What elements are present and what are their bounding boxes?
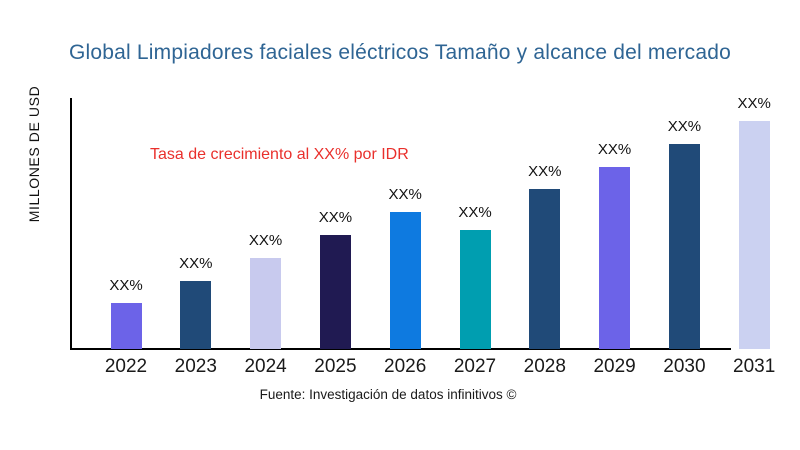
x-tick-label-2023: 2023 [174,356,217,377]
bar-2024 [250,258,282,349]
bar-value-label-2026: XX% [388,186,422,203]
x-tick-label-2031: 2031 [733,356,776,377]
growth-rate-annotation: Tasa de crecimiento al XX% por IDR [150,146,409,163]
x-tick-label-2024: 2024 [244,356,287,377]
bar-value-label-2029: XX% [597,141,632,158]
bar-2031 [738,121,770,349]
chart-title: Global Limpiadores faciales eléctricos T… [68,41,731,64]
bar-value-label-2031: XX% [737,95,771,112]
y-axis-label: MILLONES DE USD [26,85,42,223]
bar-value-label-2028: XX% [528,163,562,180]
bar-value-label-2024: XX% [248,232,283,249]
source-footer: Fuente: Investigación de datos infinitiv… [259,387,517,402]
bar-value-label-2023: XX% [179,255,213,272]
bar-2030 [668,144,700,349]
x-axis-line [70,348,731,350]
x-tick-label-2028: 2028 [523,356,566,377]
x-tick-label-2027: 2027 [453,356,497,377]
x-tick-label-2030: 2030 [663,356,706,377]
bar-value-label-2030: XX% [667,118,702,135]
x-tick-label-2026: 2026 [384,356,427,377]
x-tick-label-2029: 2029 [593,356,636,377]
bar-2026 [389,212,421,349]
bar-2023 [180,281,212,349]
bar-value-label-2022: XX% [109,277,143,294]
x-tick-label-2022: 2022 [104,356,148,377]
bar-2022 [110,303,142,349]
bar-2025 [319,235,351,349]
bar-value-label-2027: XX% [458,204,492,221]
x-tick-label-2025: 2025 [314,356,357,377]
bar-2029 [599,167,631,349]
bar-2027 [459,230,491,349]
bar-value-label-2025: XX% [318,209,353,226]
bar-2028 [529,189,561,349]
y-axis-line [70,98,72,350]
